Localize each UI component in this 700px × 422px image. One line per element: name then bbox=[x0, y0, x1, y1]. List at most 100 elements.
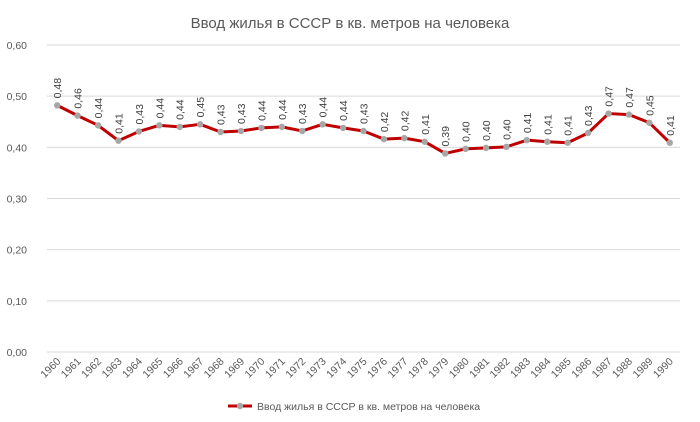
data-label: 0,44 bbox=[338, 100, 350, 121]
x-tick-label: 1989 bbox=[630, 356, 655, 381]
y-tick-label: 0,30 bbox=[7, 194, 28, 206]
data-point bbox=[666, 139, 673, 146]
data-point bbox=[135, 128, 143, 135]
data-label: 0,45 bbox=[195, 97, 207, 118]
data-label: 0,41 bbox=[420, 114, 432, 135]
legend: Ввод жилья в СССР в кв. метров на челове… bbox=[228, 401, 480, 413]
x-tick-label: 1961 bbox=[59, 356, 84, 381]
data-label: 0,42 bbox=[379, 112, 391, 133]
data-label: 0,43 bbox=[359, 103, 371, 124]
gridlines bbox=[47, 44, 680, 353]
data-label: 0,39 bbox=[440, 126, 452, 147]
data-label: 0,44 bbox=[256, 100, 268, 121]
data-label: 0,44 bbox=[318, 97, 330, 118]
y-tick-label: 0,20 bbox=[7, 245, 28, 257]
x-tick-label: 1978 bbox=[406, 356, 431, 381]
data-point bbox=[380, 135, 388, 143]
data-labels: 0,48 0,46 0,44 0,41 0,43 0,44 0,44 0,45 0,43 0,43… bbox=[52, 78, 677, 147]
data-point bbox=[421, 138, 428, 145]
data-point bbox=[258, 124, 265, 132]
data-label: 0,41 bbox=[542, 114, 554, 135]
data-label: 0,40 bbox=[501, 119, 513, 140]
data-label: 0,47 bbox=[604, 86, 616, 107]
legend-marker-swatch bbox=[236, 402, 244, 410]
data-label: 0,44 bbox=[175, 99, 187, 120]
y-tick-label: 0,60 bbox=[7, 40, 28, 52]
data-label: 0,41 bbox=[563, 115, 575, 136]
data-label: 0,42 bbox=[399, 111, 411, 132]
data-point bbox=[54, 102, 61, 109]
y-tick-label: 0,00 bbox=[7, 347, 28, 359]
x-tick-label: 1963 bbox=[100, 356, 125, 381]
x-tick-label: 1981 bbox=[467, 356, 492, 381]
x-tick-label: 1976 bbox=[365, 356, 390, 381]
x-tick-label: 1980 bbox=[447, 356, 472, 381]
data-label: 0,43 bbox=[236, 103, 248, 124]
x-tick-label: 1985 bbox=[549, 356, 574, 381]
y-tick-label: 0,40 bbox=[7, 142, 28, 154]
data-point bbox=[237, 127, 245, 135]
data-point bbox=[278, 123, 286, 131]
data-point bbox=[196, 121, 204, 128]
x-tick-label: 1965 bbox=[140, 356, 165, 381]
x-tick-label: 1979 bbox=[426, 356, 451, 381]
series-group bbox=[54, 102, 673, 157]
data-point bbox=[482, 144, 490, 152]
x-tick-label: 1986 bbox=[569, 356, 594, 381]
data-label: 0,43 bbox=[216, 104, 228, 125]
y-tick-label: 0,50 bbox=[7, 91, 28, 103]
x-tick-label: 1982 bbox=[488, 356, 513, 381]
data-point bbox=[217, 128, 224, 136]
x-tick-label: 1969 bbox=[222, 356, 247, 381]
data-point bbox=[319, 121, 326, 128]
x-tick-label: 1977 bbox=[385, 356, 410, 381]
x-tick-label: 1975 bbox=[345, 356, 370, 381]
data-label: 0,41 bbox=[113, 113, 125, 134]
x-tick-label: 1988 bbox=[610, 356, 635, 381]
data-label: 0,40 bbox=[481, 120, 493, 141]
data-point bbox=[625, 111, 633, 118]
data-point bbox=[401, 134, 408, 142]
data-point bbox=[74, 112, 81, 119]
data-label: 0,46 bbox=[73, 88, 85, 109]
data-point bbox=[503, 143, 510, 151]
data-label: 0,44 bbox=[93, 98, 105, 119]
data-point bbox=[339, 124, 347, 132]
x-tick-label: 1990 bbox=[651, 356, 676, 381]
data-point bbox=[115, 137, 122, 144]
x-tick-label: 1972 bbox=[283, 356, 308, 381]
data-point bbox=[94, 122, 102, 129]
data-label: 0,41 bbox=[665, 115, 677, 136]
data-point bbox=[299, 127, 306, 135]
x-tick-label: 1987 bbox=[590, 356, 615, 381]
x-tick-label: 1967 bbox=[181, 356, 206, 381]
data-label: 0,43 bbox=[297, 103, 309, 124]
data-label: 0,43 bbox=[583, 105, 595, 126]
x-tick-label: 1984 bbox=[528, 356, 553, 381]
x-axis: 1960196119621963196419651966196719681969… bbox=[38, 356, 676, 381]
data-point bbox=[523, 136, 531, 144]
x-tick-label: 1968 bbox=[202, 356, 227, 381]
data-label: 0,40 bbox=[461, 121, 473, 142]
x-tick-label: 1964 bbox=[120, 356, 145, 381]
x-tick-label: 1974 bbox=[324, 356, 349, 381]
data-point bbox=[584, 129, 592, 137]
data-point bbox=[176, 123, 183, 131]
chart-title: Ввод жилья в СССР в кв. метров на челове… bbox=[191, 15, 510, 32]
x-tick-label: 1971 bbox=[263, 356, 288, 381]
data-label: 0,45 bbox=[644, 95, 656, 116]
data-point bbox=[544, 138, 551, 145]
x-tick-label: 1973 bbox=[304, 356, 329, 381]
x-tick-label: 1962 bbox=[79, 356, 104, 381]
data-label: 0,47 bbox=[624, 87, 636, 108]
y-tick-label: 0,10 bbox=[7, 296, 28, 308]
data-point bbox=[441, 150, 449, 157]
data-point bbox=[646, 119, 653, 126]
legend-label: Ввод жилья в СССР в кв. метров на челове… bbox=[257, 401, 480, 413]
data-label: 0,43 bbox=[134, 104, 146, 125]
data-point bbox=[605, 110, 612, 117]
data-point bbox=[462, 145, 469, 153]
data-label: 0,44 bbox=[277, 99, 289, 120]
y-axis: 0,00 0,10 0,20 0,30 0,40 0,50 0,60 bbox=[7, 40, 28, 359]
